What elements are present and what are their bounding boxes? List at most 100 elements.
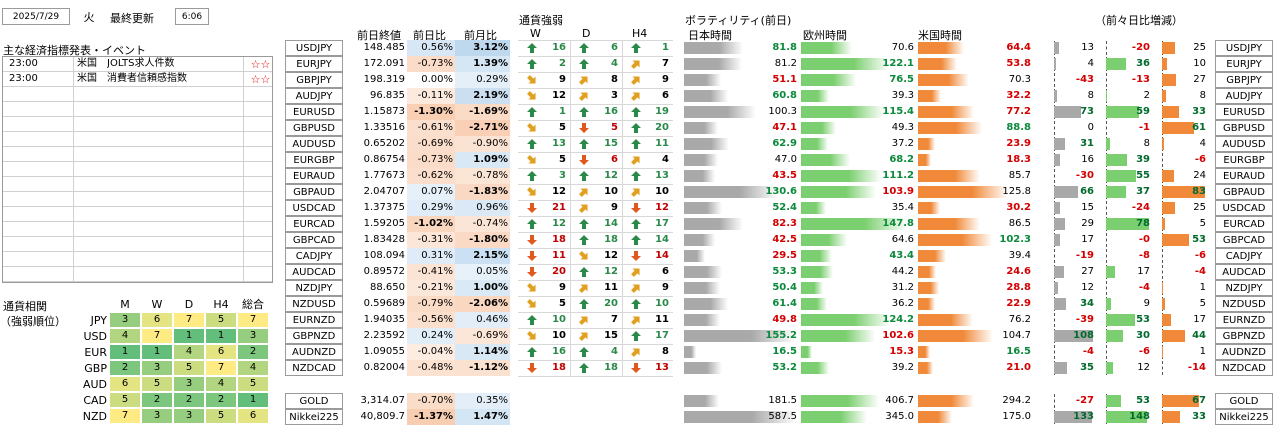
strength-cell: 1 (622, 40, 673, 56)
strength-cell: 21 (518, 200, 570, 216)
diff-value: -14 (1187, 362, 1206, 373)
vol-bar (801, 298, 827, 310)
pair-label: EURNZD (1215, 312, 1273, 328)
grid-line (518, 296, 673, 297)
date-text: 2025/7/29 (12, 11, 60, 22)
diff-cell: 148 (1098, 409, 1152, 425)
pair-label: AUDJPY (1215, 88, 1273, 104)
corr-currency: AUD (82, 377, 107, 391)
strength-cell: 6 (622, 264, 673, 280)
diff-value: 17 (1137, 266, 1150, 277)
diff-cell: 34 (1046, 296, 1096, 312)
vol-value: 115.4 (882, 106, 914, 117)
strength-cell: 20 (622, 120, 673, 136)
vol-cell: 76.2 (918, 312, 1033, 328)
diff-bar (1106, 58, 1126, 70)
corr-header-1: M (120, 297, 130, 311)
quote-row: AUDCAD 0.89572 -0.41% 0.05% (285, 264, 510, 280)
arrow-up-icon (578, 234, 590, 246)
vol-cell: 60.8 (684, 88, 799, 104)
strength-value: 14 (655, 250, 669, 261)
pair-label: GBPNZD (285, 328, 343, 344)
diff-cell: 13 (1046, 40, 1096, 56)
diff-cell: 16 (1046, 152, 1096, 168)
update-time-cell: 6:06 (175, 8, 209, 25)
arrow-up-right-icon (578, 74, 590, 86)
vol-value: 49.8 (772, 314, 797, 325)
diff-value: 34 (1080, 298, 1094, 309)
diff-axis (1054, 169, 1055, 183)
vol-row: 42.5 64.6 102.3 17 -0 53 (684, 232, 1208, 248)
prev-close: 1.09055 (363, 346, 405, 357)
diff-value: 1 (1199, 346, 1206, 357)
day-change: -0.69% (407, 136, 455, 152)
grid-line (518, 120, 673, 121)
event-stars: ☆☆ (250, 57, 271, 71)
vol-bar (801, 42, 852, 54)
events-title: 主な経済指標発表・イベント (3, 44, 146, 57)
event-row (3, 192, 272, 207)
vol-value: 37.2 (891, 138, 914, 149)
diff-cell: 53 (1098, 393, 1152, 409)
strength-value: 18 (604, 234, 618, 245)
pair-label: EURGBP (1215, 152, 1273, 168)
arrow-up-right-icon (630, 186, 642, 198)
diff-bar (1106, 106, 1139, 118)
event-row (3, 177, 272, 192)
strength-value: 1 (559, 106, 566, 117)
vol-cell: 124.2 (801, 312, 916, 328)
vol-cell: 53.3 (684, 264, 799, 280)
quote-row: CADJPY 108.094 0.31% 2.15% (285, 248, 510, 264)
vol-bar (918, 411, 952, 423)
diff-bar (1106, 411, 1147, 423)
vol-value: 36.2 (891, 298, 914, 309)
diff-value: 8 (1087, 90, 1094, 101)
strength-row: 13 15 11 (518, 136, 673, 152)
diff-cell: -6 (1098, 344, 1152, 360)
diff-bar (1106, 90, 1108, 102)
diff-bar (1054, 234, 1061, 246)
event-divider (73, 177, 74, 191)
diff-value: -6 (1138, 346, 1150, 357)
vol-bar (918, 282, 939, 294)
strength-cell: 9 (570, 200, 622, 216)
diff-cell: 33 (1154, 104, 1208, 120)
pair-label: GBPCAD (1215, 232, 1273, 248)
strength-value: 5 (559, 122, 566, 133)
event-row (3, 117, 272, 132)
vol-cell: 85.7 (918, 168, 1033, 184)
diff-bar (1054, 218, 1065, 230)
pair-label: GBPUSD (1215, 120, 1273, 136)
diff-value: 15 (1081, 202, 1094, 213)
pair-label: GOLD (1215, 393, 1273, 409)
diff-value: -6 (1194, 154, 1206, 165)
vol-bar (918, 42, 965, 54)
corr-rank: 1 (205, 328, 237, 344)
diff-cell: 5 (1154, 216, 1208, 232)
diff-value: 4 (1087, 58, 1094, 69)
diff-cell: 61 (1154, 120, 1208, 136)
vol-cell: 68.2 (801, 152, 916, 168)
diff-cell: -43 (1046, 72, 1096, 88)
strength-cell: 18 (570, 232, 622, 248)
strength-cell: 12 (518, 184, 570, 200)
diff-bar (1162, 170, 1175, 182)
event-divider (73, 102, 74, 116)
diff-cell: -39 (1046, 312, 1096, 328)
event-row (3, 252, 272, 267)
vol-row: 50.4 31.2 28.8 12 -4 1 (684, 280, 1208, 296)
strength-row: 16 6 1 (518, 40, 673, 56)
day-change: -0.41% (407, 264, 455, 280)
corr-rank: 2 (141, 392, 173, 408)
arrow-up-icon (630, 122, 642, 134)
arrow-up-icon (630, 234, 642, 246)
pair-label: Nikkei225 (285, 409, 343, 425)
diff-bar (1106, 138, 1111, 150)
vol-cell: 70.3 (918, 72, 1033, 88)
vol-cell: 15.3 (801, 344, 916, 360)
corr-rank: 7 (205, 360, 237, 376)
vol-cell: 43.4 (801, 248, 916, 264)
prev-close: 88.650 (370, 282, 405, 293)
strength-cell: 16 (518, 40, 570, 56)
diff-bar (1162, 346, 1163, 358)
